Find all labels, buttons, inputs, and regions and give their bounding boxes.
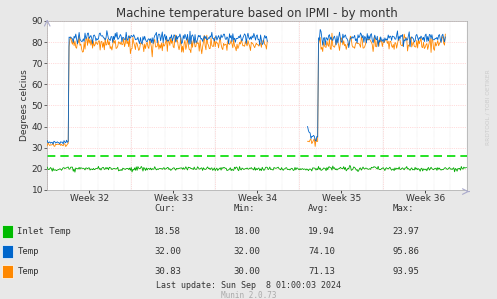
Text: Min:: Min: xyxy=(234,204,255,213)
Text: 19.94: 19.94 xyxy=(308,227,335,236)
Text: RRDTOOL / TOBI OETIKER: RRDTOOL / TOBI OETIKER xyxy=(486,70,491,145)
Text: Temp: Temp xyxy=(17,267,39,276)
Text: Max:: Max: xyxy=(393,204,414,213)
Text: Inlet Temp: Inlet Temp xyxy=(17,227,71,236)
Text: Munin 2.0.73: Munin 2.0.73 xyxy=(221,291,276,299)
Text: Avg:: Avg: xyxy=(308,204,330,213)
Y-axis label: Degrees celcius: Degrees celcius xyxy=(20,70,29,141)
Text: 71.13: 71.13 xyxy=(308,267,335,276)
Text: 30.83: 30.83 xyxy=(154,267,181,276)
Text: 93.95: 93.95 xyxy=(393,267,419,276)
Text: 32.00: 32.00 xyxy=(234,247,260,256)
Text: 30.00: 30.00 xyxy=(234,267,260,276)
Text: 32.00: 32.00 xyxy=(154,247,181,256)
Text: 74.10: 74.10 xyxy=(308,247,335,256)
Text: 23.97: 23.97 xyxy=(393,227,419,236)
Text: 95.86: 95.86 xyxy=(393,247,419,256)
Text: Cur:: Cur: xyxy=(154,204,175,213)
Text: 18.00: 18.00 xyxy=(234,227,260,236)
Text: 18.58: 18.58 xyxy=(154,227,181,236)
Title: Machine temperature based on IPMI - by month: Machine temperature based on IPMI - by m… xyxy=(116,7,398,20)
Text: Temp: Temp xyxy=(17,247,39,256)
Text: Last update: Sun Sep  8 01:00:03 2024: Last update: Sun Sep 8 01:00:03 2024 xyxy=(156,281,341,290)
